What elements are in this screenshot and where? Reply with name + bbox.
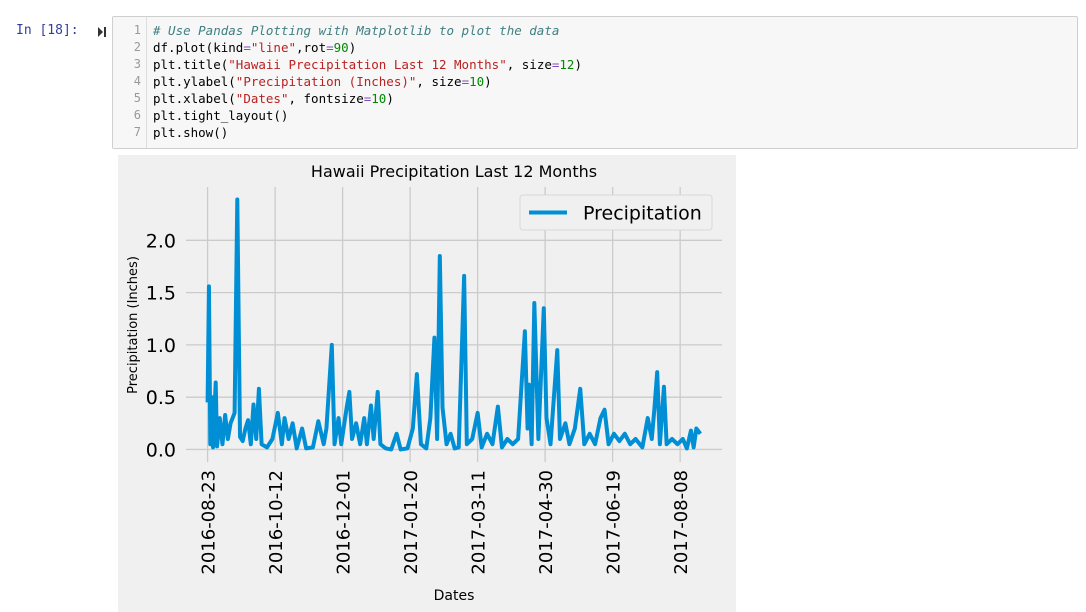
x-tick-label: 2017-06-19 [604,470,625,575]
line-number: 6 [133,108,141,122]
y-tick-label: 1.5 [146,283,176,305]
code-token: ) [348,40,357,55]
x-tick-label: 2017-08-08 [671,470,692,575]
y-tick-label: 1.0 [146,335,176,357]
x-axis-label: Dates [434,588,475,604]
code-token: # Use Pandas Plotting with Matplotlib to… [153,23,560,38]
cell-prompt: In [18]: [16,23,79,38]
legend-label: Precipitation [583,203,702,225]
code-token: , size [506,57,552,72]
chart-title: Hawaii Precipitation Last 12 Months [311,162,597,181]
data-line [205,197,702,452]
x-tick-label: 2017-01-20 [401,470,422,575]
code-line: df.plot(kind="line",rot=90) [153,40,356,55]
line-number: 3 [133,57,141,71]
x-tick-label: 2016-08-23 [199,470,220,575]
code-line: plt.tight_layout() [153,108,288,123]
code-token: = [363,91,372,106]
code-token: ) [386,91,394,106]
code-token: "line" [250,40,296,55]
x-tick-label: 2017-03-11 [469,470,490,575]
x-tick-label: 2016-12-01 [334,470,355,575]
code-token: plt.title( [153,57,229,72]
code-token: , fontsize [288,91,364,106]
code-token: df.plot(kind [153,40,244,55]
code-line: plt.title("Hawaii Precipitation Last 12 … [153,57,582,72]
x-tick-label: 2017-04-30 [536,470,557,575]
y-tick-label: 2.0 [146,230,176,252]
code-token: "Dates" [235,91,289,106]
code-token: "Precipitation (Inches)" [235,74,417,89]
code-line: plt.xlabel("Dates", fontsize=10) [153,91,394,106]
code-token: 12 [559,57,575,72]
code-token: = [461,74,470,89]
y-axis-label: Precipitation (Inches) [126,256,141,394]
line-number: 7 [133,125,141,139]
y-tick-label: 0.5 [146,387,176,409]
code-token: = [326,40,334,55]
code-token: plt.ylabel( [153,74,236,89]
figure-background [118,155,736,612]
x-tick-label: 2016-10-12 [266,470,287,575]
code-token: plt.xlabel( [153,91,236,106]
code-token: = [243,40,251,55]
code-token: , size [416,74,462,89]
code-line: plt.show() [153,125,228,140]
code-token: 90 [333,40,349,55]
code-token: = [551,57,560,72]
code-token: ,rot [296,40,327,55]
line-number: 5 [133,91,141,105]
legend-box [519,194,713,231]
run-icon[interactable] [97,26,107,38]
code-line: plt.ylabel("Precipitation (Inches)", siz… [153,74,492,89]
line-number: 1 [133,23,141,37]
code-token: "Hawaii Precipitation Last 12 Months" [228,57,507,72]
code-token: 10 [371,91,387,106]
code-token: plt.tight_layout() [153,108,289,123]
code-line: # Use Pandas Plotting with Matplotlib to… [153,23,559,38]
code-token: ) [574,57,582,72]
y-tick-label: 0.0 [146,439,176,461]
chart: Hawaii Precipitation Last 12 Months Preci… [118,155,736,612]
gutter [113,17,147,148]
code-token: 10 [469,74,485,89]
line-number: 4 [133,74,141,88]
code-token: plt.show() [153,125,229,140]
line-number: 2 [133,40,141,54]
code-cell[interactable]: 1 # Use Pandas Plotting with Matplotlib t… [112,16,1078,149]
code-token: ) [484,74,492,89]
